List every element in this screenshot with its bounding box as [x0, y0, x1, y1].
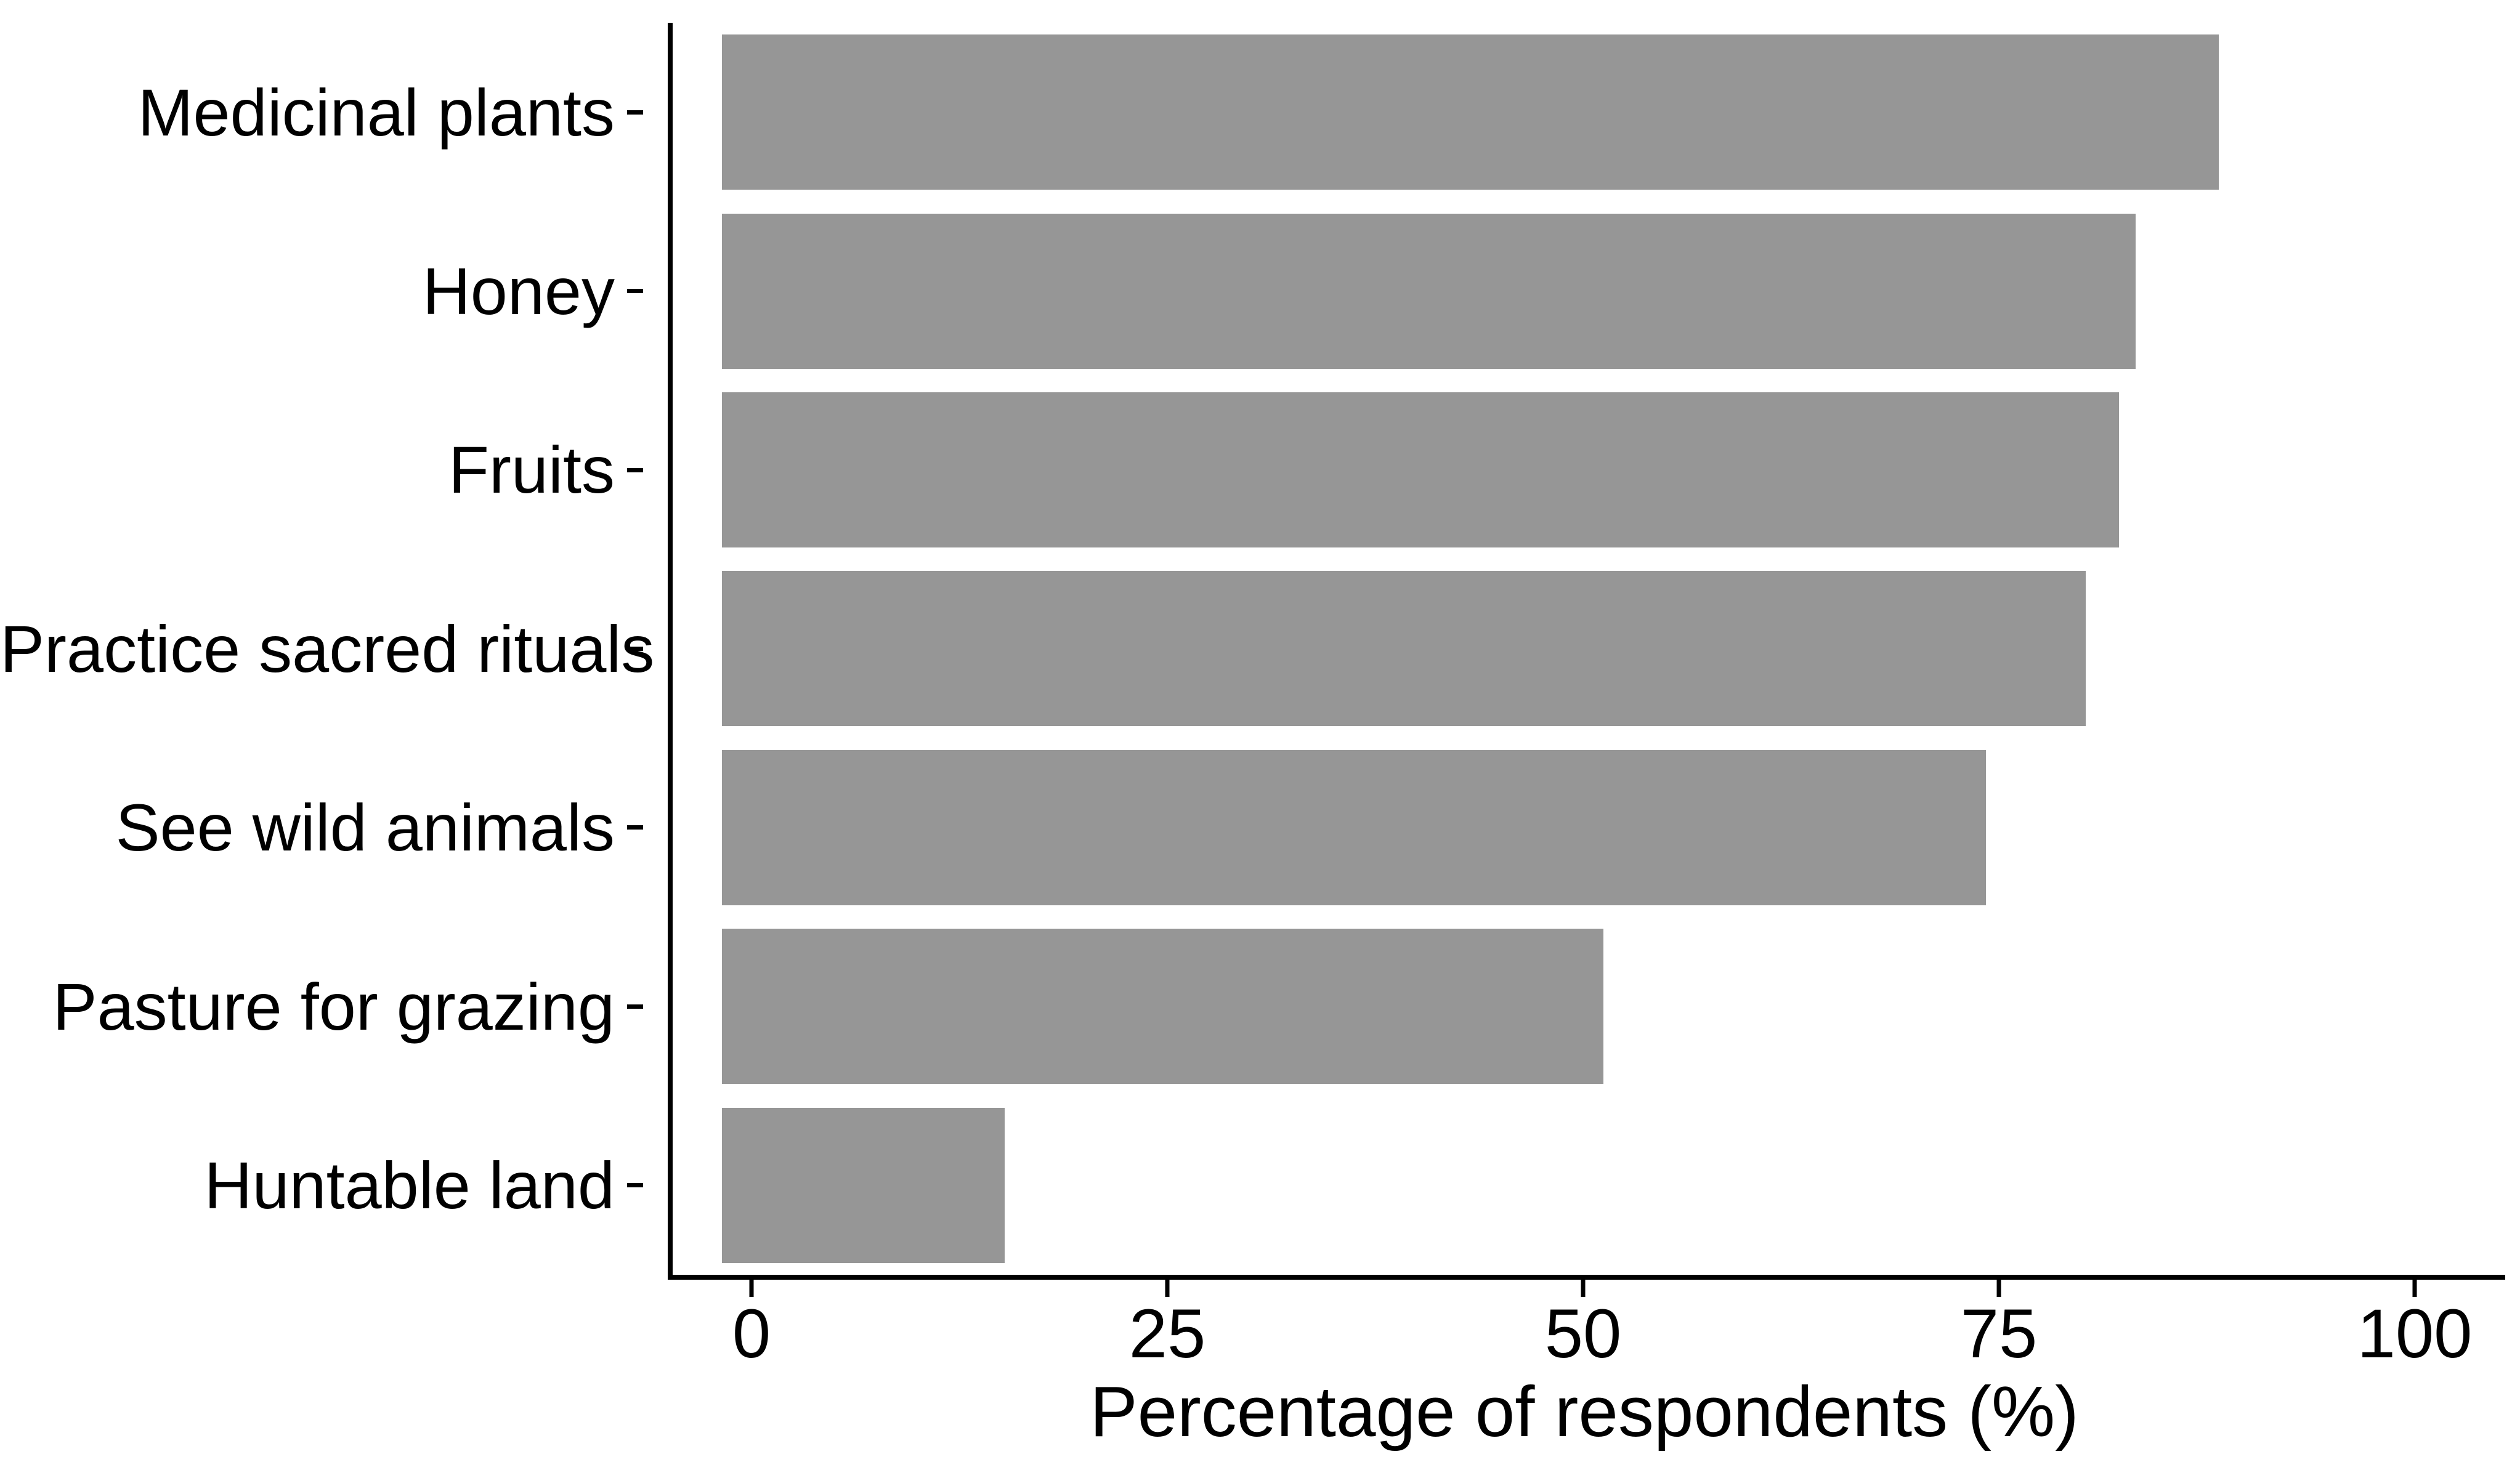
x-axis-tick [1581, 1280, 1586, 1297]
category-label: Fruits [448, 432, 615, 507]
bar-area [643, 571, 2502, 727]
category-row: Practice sacred rituals [0, 571, 2502, 727]
category-row: Honey [0, 213, 2502, 369]
x-axis-tick-label: 75 [1960, 1295, 2038, 1372]
bar-rows: Medicinal plants Honey Fruits Practice sacr… [0, 23, 2502, 1275]
y-axis-tick [627, 289, 643, 294]
bar [722, 213, 2136, 369]
y-axis-tick [627, 825, 643, 830]
category-row: Medicinal plants [0, 34, 2502, 190]
y-axis-line [668, 23, 673, 1280]
bar-area [643, 1107, 2502, 1263]
bar [722, 749, 1986, 905]
x-axis-tick-label: 0 [732, 1295, 771, 1372]
y-axis-tick [627, 646, 643, 651]
bar [722, 392, 2119, 548]
bar-area [643, 749, 2502, 905]
category-label: Honey [422, 253, 615, 328]
x-axis-tick-label: 100 [2357, 1295, 2473, 1372]
y-axis-tick [627, 1004, 643, 1009]
x-axis-tick [1996, 1280, 2001, 1297]
category-label: Practice sacred rituals [0, 611, 655, 686]
bar-area [643, 392, 2502, 548]
category-label: Medicinal plants [137, 75, 615, 150]
category-row: Fruits [0, 392, 2502, 548]
bar [722, 34, 2219, 190]
category-label: Pasture for grazing [52, 969, 615, 1044]
y-axis-tick [627, 1183, 643, 1188]
bar-area [643, 34, 2502, 190]
bar-area [643, 929, 2502, 1084]
x-axis-tick-label: 25 [1128, 1295, 1206, 1372]
x-axis-tick [2412, 1280, 2417, 1297]
category-row: Huntable land [0, 1107, 2502, 1263]
category-label: See wild animals [115, 790, 615, 865]
bar [722, 1107, 1005, 1263]
x-axis-title: Percentage of respondents (%) [1090, 1371, 2079, 1452]
category-label: Huntable land [204, 1148, 615, 1223]
y-axis-tick [627, 110, 643, 115]
x-axis-tick [1165, 1280, 1170, 1297]
x-axis-tick [749, 1280, 754, 1297]
bar-area [643, 213, 2502, 369]
y-axis-tick [627, 467, 643, 472]
x-axis-tick-label: 50 [1544, 1295, 1622, 1372]
category-row: See wild animals [0, 749, 2502, 905]
bar [722, 929, 1603, 1084]
bar [722, 571, 2086, 727]
x-axis-line [668, 1275, 2505, 1280]
category-row: Pasture for grazing [0, 929, 2502, 1084]
